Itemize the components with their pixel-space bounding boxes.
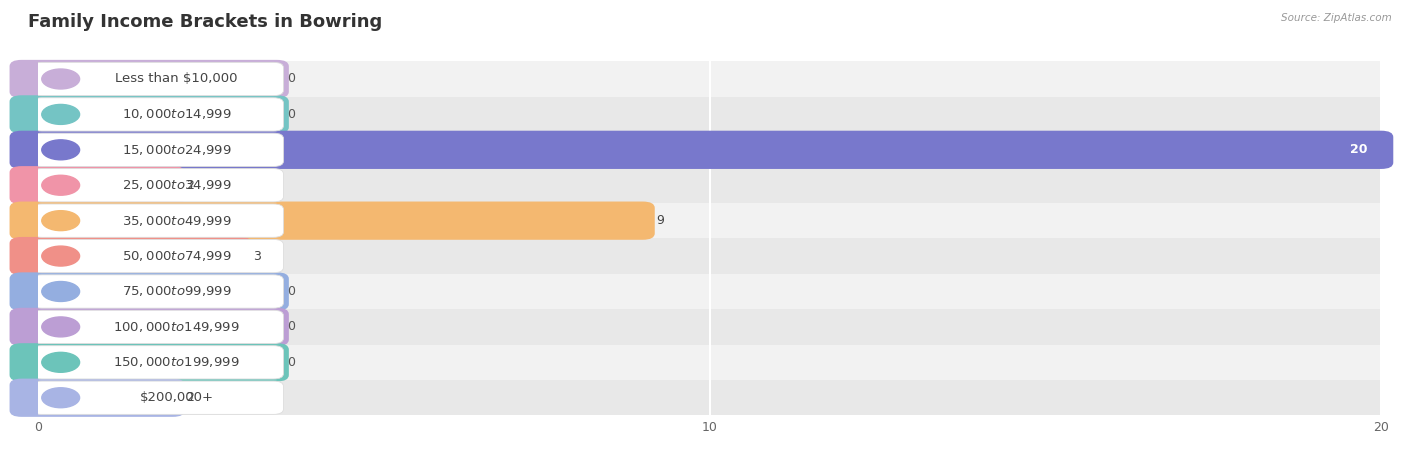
Text: 9: 9 xyxy=(657,214,664,227)
Circle shape xyxy=(42,211,80,231)
Text: Source: ZipAtlas.com: Source: ZipAtlas.com xyxy=(1281,13,1392,23)
FancyBboxPatch shape xyxy=(10,60,288,98)
FancyBboxPatch shape xyxy=(10,379,184,417)
Text: 0: 0 xyxy=(287,285,295,298)
Text: $150,000 to $199,999: $150,000 to $199,999 xyxy=(114,355,240,370)
Text: Less than $10,000: Less than $10,000 xyxy=(115,72,238,85)
FancyBboxPatch shape xyxy=(10,166,184,204)
Circle shape xyxy=(42,140,80,160)
Circle shape xyxy=(42,105,80,124)
Text: 2: 2 xyxy=(186,391,194,404)
FancyBboxPatch shape xyxy=(10,95,288,133)
FancyBboxPatch shape xyxy=(10,343,288,382)
FancyBboxPatch shape xyxy=(38,167,1381,203)
FancyBboxPatch shape xyxy=(32,346,284,379)
Text: 0: 0 xyxy=(287,72,295,85)
Circle shape xyxy=(42,69,80,89)
FancyBboxPatch shape xyxy=(10,202,655,240)
Text: 20: 20 xyxy=(1350,143,1368,156)
Text: $25,000 to $34,999: $25,000 to $34,999 xyxy=(122,178,232,192)
Circle shape xyxy=(42,388,80,408)
Circle shape xyxy=(42,246,80,266)
FancyBboxPatch shape xyxy=(32,275,284,308)
FancyBboxPatch shape xyxy=(38,274,1381,309)
Text: 0: 0 xyxy=(287,321,295,334)
Text: $15,000 to $24,999: $15,000 to $24,999 xyxy=(122,143,232,157)
FancyBboxPatch shape xyxy=(32,310,284,343)
Text: Family Income Brackets in Bowring: Family Income Brackets in Bowring xyxy=(28,13,382,31)
Text: $200,000+: $200,000+ xyxy=(139,391,214,404)
Text: $10,000 to $14,999: $10,000 to $14,999 xyxy=(122,107,232,121)
Text: $75,000 to $99,999: $75,000 to $99,999 xyxy=(122,285,232,299)
FancyBboxPatch shape xyxy=(32,381,284,414)
FancyBboxPatch shape xyxy=(32,204,284,238)
Text: $35,000 to $49,999: $35,000 to $49,999 xyxy=(122,214,232,228)
FancyBboxPatch shape xyxy=(38,132,1381,167)
Circle shape xyxy=(42,175,80,195)
FancyBboxPatch shape xyxy=(10,237,252,275)
FancyBboxPatch shape xyxy=(38,97,1381,132)
FancyBboxPatch shape xyxy=(32,168,284,202)
Text: 0: 0 xyxy=(287,356,295,369)
Circle shape xyxy=(42,352,80,372)
FancyBboxPatch shape xyxy=(38,238,1381,274)
FancyBboxPatch shape xyxy=(32,62,284,96)
FancyBboxPatch shape xyxy=(10,308,288,346)
FancyBboxPatch shape xyxy=(32,239,284,273)
Text: $50,000 to $74,999: $50,000 to $74,999 xyxy=(122,249,232,263)
FancyBboxPatch shape xyxy=(38,61,1381,97)
FancyBboxPatch shape xyxy=(38,203,1381,238)
Text: 2: 2 xyxy=(186,179,194,192)
FancyBboxPatch shape xyxy=(32,133,284,167)
Circle shape xyxy=(42,282,80,301)
FancyBboxPatch shape xyxy=(38,345,1381,380)
Text: 3: 3 xyxy=(253,250,262,263)
Text: $100,000 to $149,999: $100,000 to $149,999 xyxy=(114,320,240,334)
FancyBboxPatch shape xyxy=(10,131,1393,169)
Circle shape xyxy=(42,317,80,337)
FancyBboxPatch shape xyxy=(10,273,288,311)
FancyBboxPatch shape xyxy=(38,380,1381,415)
Text: 0: 0 xyxy=(287,108,295,121)
FancyBboxPatch shape xyxy=(38,309,1381,345)
FancyBboxPatch shape xyxy=(32,98,284,131)
